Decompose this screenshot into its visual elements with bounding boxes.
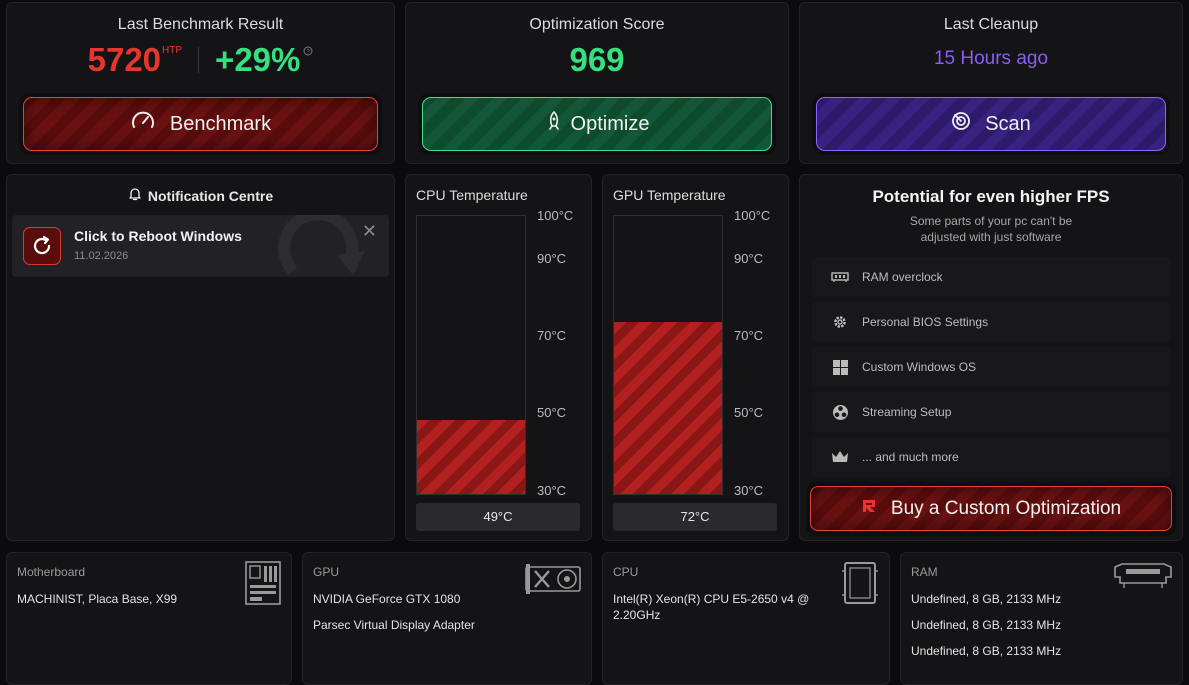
ram-value: Undefined, 8 GB, 2133 MHz <box>911 592 1062 606</box>
cpu-value: Intel(R) Xeon(R) CPU E5-2650 v4 @ <box>613 592 810 606</box>
fps-item-label: Custom Windows OS <box>862 360 977 374</box>
fps-item-streaming-setup: Streaming Setup <box>812 392 1170 432</box>
ram-icon <box>830 268 850 286</box>
cpu-temperature-fill <box>417 419 525 494</box>
benchmark-values: 5720 HTP +29% ? <box>7 41 394 79</box>
ram-value: Undefined, 8 GB, 2133 MHz <box>911 618 1062 632</box>
bell-icon <box>128 187 142 204</box>
gpu-tick: 100°C <box>734 208 771 223</box>
gpu-temperature-card: GPU Temperature 100°C 90°C 70°C 50°C 30°… <box>602 174 789 541</box>
cpu-tick: 70°C <box>537 328 567 343</box>
benchmark-button[interactable]: Benchmark <box>23 97 378 151</box>
brand-logo-icon <box>861 498 877 520</box>
gpu-card: GPU NVIDIA GeForce GTX 1080 Parsec Virtu… <box>302 552 592 685</box>
cpu-tick: 90°C <box>537 251 567 266</box>
fps-subtitle-line: adjusted with just software <box>920 230 1062 244</box>
optimize-button-label: Optimize <box>570 112 650 135</box>
reboot-icon <box>23 227 61 265</box>
scan-icon <box>951 111 971 137</box>
divider <box>198 47 200 73</box>
close-icon[interactable]: ✕ <box>361 221 377 241</box>
rocket-icon <box>545 110 563 137</box>
cpu-tick: 30°C <box>537 483 567 498</box>
gpu-label: GPU <box>313 565 340 579</box>
fps-item-label: Personal BIOS Settings <box>862 315 989 329</box>
gpu-tick: 50°C <box>734 405 764 420</box>
cpu-tick: 100°C <box>537 208 574 223</box>
scan-button-label: Scan <box>985 112 1031 135</box>
ram-value: Undefined, 8 GB, 2133 MHz <box>911 644 1062 658</box>
gpu-tick: 90°C <box>734 251 764 266</box>
notification-title: Notification Centre <box>147 187 274 204</box>
fps-subtitle: Some parts of your pc can't be adjusted … <box>800 213 1182 245</box>
fps-item-more: ... and much more <box>812 437 1170 477</box>
benchmark-button-label: Benchmark <box>169 112 272 135</box>
cleanup-title: Last Cleanup <box>943 16 1039 33</box>
gpu-tick: 70°C <box>734 328 764 343</box>
fps-item-label: RAM overclock <box>862 270 943 284</box>
motherboard-label: Motherboard <box>17 565 86 579</box>
fps-potential-card: Potential for even higher FPS Some parts… <box>799 174 1183 541</box>
notification-text: Click to Reboot Windows <box>74 228 242 244</box>
cpu-temperature-gauge <box>416 215 526 495</box>
cpu-value: 2.20GHz <box>613 608 661 622</box>
cpu-label: CPU <box>613 565 639 579</box>
motherboard-value: MACHINIST, Placa Base, X99 <box>17 592 178 606</box>
buy-custom-optimization-button[interactable]: Buy a Custom Optimization <box>810 486 1172 531</box>
benchmark-score-unit: HTP <box>162 45 183 56</box>
scan-button[interactable]: Scan <box>816 97 1166 151</box>
optimization-card: Optimization Score 969 Optimize <box>405 2 789 164</box>
ram-card: RAM Undefined, 8 GB, 2133 MHz Undefined,… <box>900 552 1183 685</box>
ram-module-icon <box>1114 563 1172 594</box>
ram-label: RAM <box>911 565 938 579</box>
cleanup-value: 15 Hours ago <box>933 48 1049 69</box>
gpu-value: Parsec Virtual Display Adapter <box>313 618 475 632</box>
cpu-temperature-card: CPU Temperature 100°C 90°C 70°C 50°C 30°… <box>405 174 592 541</box>
reboot-watermark-icon <box>278 215 365 276</box>
motherboard-icon <box>245 561 281 610</box>
gear-icon <box>830 313 850 331</box>
fps-title: Potential for even higher FPS <box>872 187 1110 206</box>
cpu-temperature-title: CPU Temperature <box>416 187 528 203</box>
gpu-temperature-value: 72°C <box>613 503 777 531</box>
gpu-temperature-title: GPU Temperature <box>613 187 726 203</box>
gpu-temperature-gauge <box>613 215 723 495</box>
cpu-temperature-value: 49°C <box>416 503 580 531</box>
notification-header: Notification Centre <box>7 187 394 204</box>
optimize-button[interactable]: Optimize <box>422 97 772 151</box>
benchmark-score: 5720 <box>87 41 162 78</box>
fps-subtitle-line: Some parts of your pc can't be <box>909 214 1073 228</box>
windows-icon <box>830 358 850 376</box>
fps-item-ram-overclock: RAM overclock <box>812 257 1170 297</box>
benchmark-title: Last Benchmark Result <box>117 16 284 33</box>
fps-item-label: ... and much more <box>862 450 959 464</box>
gpu-temperature-fill <box>614 321 722 494</box>
cpu-card: CPU Intel(R) Xeon(R) CPU E5-2650 v4 @ 2.… <box>602 552 890 685</box>
notification-centre: Notification Centre Click to Reboot Wind… <box>6 174 395 541</box>
graphics-card-icon <box>525 563 581 600</box>
gpu-tick: 30°C <box>734 483 764 498</box>
buy-button-label: Buy a Custom Optimization <box>890 497 1122 519</box>
motherboard-card: Motherboard MACHINIST, Placa Base, X99 <box>6 552 292 685</box>
obs-icon <box>830 403 850 421</box>
svg-text:?: ? <box>307 50 311 56</box>
info-icon[interactable]: ? <box>303 43 313 61</box>
benchmark-delta: +29% <box>215 41 301 78</box>
notification-item[interactable]: Click to Reboot Windows 11.02.2026 ✕ <box>12 215 389 277</box>
cleanup-card: Last Cleanup 15 Hours ago Scan <box>799 2 1183 164</box>
optimization-title: Optimization Score <box>529 16 665 33</box>
fps-item-custom-windows: Custom Windows OS <box>812 347 1170 387</box>
optimization-score: 969 <box>569 41 625 78</box>
speedometer-icon <box>130 108 156 140</box>
gpu-value: NVIDIA GeForce GTX 1080 <box>313 592 461 606</box>
fps-item-bios-settings: Personal BIOS Settings <box>812 302 1170 342</box>
benchmark-card: Last Benchmark Result 5720 HTP +29% ? Be… <box>6 2 395 164</box>
crown-icon <box>830 448 850 466</box>
fps-item-label: Streaming Setup <box>862 405 952 419</box>
notification-date: 11.02.2026 <box>74 250 129 262</box>
cpu-icon <box>841 561 879 610</box>
cpu-tick: 50°C <box>537 405 567 420</box>
